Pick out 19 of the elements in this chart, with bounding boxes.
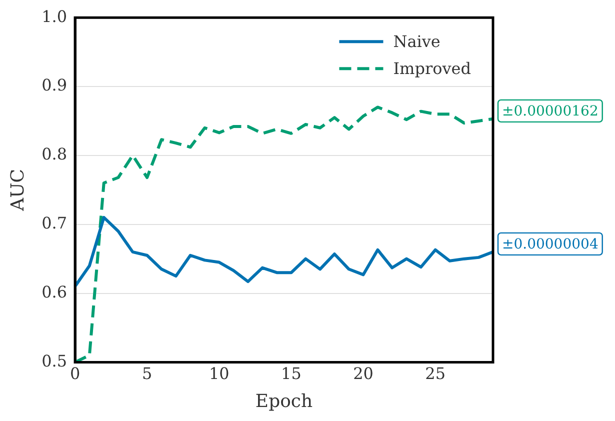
y-tick-label: 0.6 xyxy=(42,282,68,302)
legend-label: Naive xyxy=(393,32,440,51)
x-tick-label: 0 xyxy=(70,364,80,383)
x-tick-label: 5 xyxy=(142,364,152,383)
x-tick-label: 25 xyxy=(425,364,446,383)
annotation: ±0.00000004 xyxy=(502,236,598,253)
y-axis-title: AUC xyxy=(7,168,28,212)
x-axis-title: Epoch xyxy=(255,390,314,412)
x-tick-label: 20 xyxy=(353,364,374,383)
y-tick-label: 1.0 xyxy=(42,6,68,26)
y-tick-label: 0.9 xyxy=(42,76,68,95)
y-tick-label: 0.5 xyxy=(42,351,68,370)
x-tick-label: 10 xyxy=(208,364,230,383)
legend-label: Improved xyxy=(393,58,471,78)
x-tick-label: 15 xyxy=(281,364,302,383)
y-tick-label: 0.8 xyxy=(42,144,68,164)
line-series xyxy=(74,106,494,364)
annotation: ±0.00000162 xyxy=(502,104,598,120)
y-tick-label: 0.7 xyxy=(42,214,68,233)
